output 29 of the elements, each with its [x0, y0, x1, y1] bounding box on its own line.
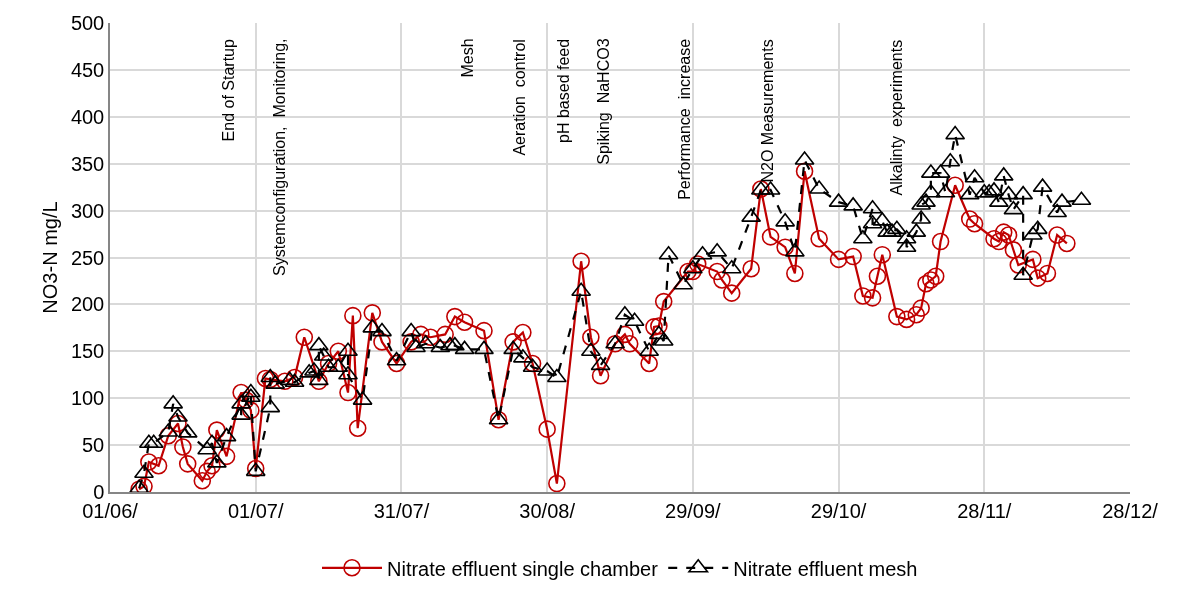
x-tick-label: 01/07/: [227, 499, 284, 522]
annotation: Spiking NaHCO3: [594, 38, 612, 165]
x-tick-label: 28/12/: [1102, 499, 1159, 522]
annotation: Alkalinty experiments: [888, 39, 906, 196]
y-tick-label: 50: [82, 434, 105, 457]
x-tick-label: 29/10/: [810, 499, 867, 522]
y-tick-label: 350: [70, 152, 105, 175]
annotation: Aeration control: [511, 39, 529, 156]
legend-label: Nitrate effluent mesh: [733, 557, 918, 580]
y-tick-label: 200: [70, 293, 105, 316]
annotation: Performance increase: [675, 38, 693, 200]
annotation: Mesh: [459, 38, 477, 78]
y-axis-title: NO3-N mg/L: [38, 201, 61, 314]
y-tick-label: 500: [70, 12, 105, 34]
y-tick-label: 100: [70, 387, 105, 410]
y-tick-label: 250: [70, 246, 105, 269]
x-tick-label: 30/08/: [519, 499, 576, 522]
y-tick-label: 400: [70, 105, 105, 128]
x-tick-label: 28/11/: [957, 499, 1012, 522]
legend-label: Nitrate effluent single chamber: [387, 557, 659, 580]
y-tick-label: 300: [70, 199, 105, 222]
x-tick-label: 29/09/: [665, 499, 722, 522]
y-tick-label: 150: [70, 340, 105, 363]
annotation: End of Startup: [220, 39, 238, 142]
annotation: N2O Measurements: [759, 39, 777, 183]
annotation: pH based feed: [554, 38, 572, 143]
y-tick-label: 450: [70, 58, 105, 81]
annotation: Systemconfiguration, Monitoring,: [270, 38, 288, 276]
x-tick-label: 31/07/: [373, 499, 430, 522]
